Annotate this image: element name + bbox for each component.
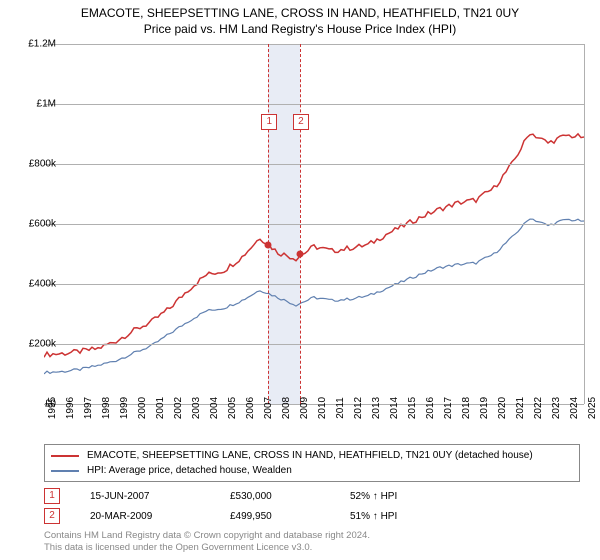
marker-dot (296, 251, 303, 258)
x-axis-label: 2025 (587, 397, 598, 419)
marker-number-box: 1 (261, 114, 277, 130)
y-axis-label: £1M (37, 99, 56, 110)
marker-dot (265, 242, 272, 249)
marker-vline (300, 44, 301, 404)
gridline-h (44, 344, 584, 345)
x-axis-label: 2012 (353, 397, 364, 419)
x-axis-label: 2015 (407, 397, 418, 419)
marker-number-box: 2 (293, 114, 309, 130)
sales-table: 1 15-JUN-2007 £530,000 52% ↑ HPI 2 20-MA… (44, 486, 470, 526)
sale-date: 15-JUN-2007 (90, 491, 230, 502)
x-axis-label: 2004 (209, 397, 220, 419)
x-axis-label: 1995 (47, 397, 58, 419)
sales-row: 1 15-JUN-2007 £530,000 52% ↑ HPI (44, 486, 470, 506)
sale-marker-1: 1 (44, 488, 60, 504)
sale-date: 20-MAR-2009 (90, 511, 230, 522)
x-axis-label: 2011 (335, 397, 346, 419)
sale-pct: 52% ↑ HPI (350, 491, 470, 502)
x-axis-label: 2001 (155, 397, 166, 419)
x-axis-label: 1998 (101, 397, 112, 419)
y-axis-label: £1.2M (28, 39, 56, 50)
x-axis-label: 2007 (263, 397, 274, 419)
gridline-h (44, 44, 584, 45)
x-axis-label: 2000 (137, 397, 148, 419)
sale-pct: 51% ↑ HPI (350, 511, 470, 522)
sales-row: 2 20-MAR-2009 £499,950 51% ↑ HPI (44, 506, 470, 526)
gridline-h (44, 224, 584, 225)
x-axis-label: 2010 (317, 397, 328, 419)
x-axis-label: 2002 (173, 397, 184, 419)
chart-container: EMACOTE, SHEEPSETTING LANE, CROSS IN HAN… (0, 0, 600, 560)
gridline-h (44, 164, 584, 165)
legend-row: HPI: Average price, detached house, Weal… (51, 463, 573, 478)
x-axis-label: 2020 (497, 397, 508, 419)
footer-line-1: Contains HM Land Registry data © Crown c… (44, 530, 370, 542)
x-axis-label: 2016 (425, 397, 436, 419)
x-axis-label: 2013 (371, 397, 382, 419)
gridline-h (44, 104, 584, 105)
x-axis-label: 1997 (83, 397, 94, 419)
x-axis-label: 2006 (245, 397, 256, 419)
x-axis-label: 2014 (389, 397, 400, 419)
footer-attribution: Contains HM Land Registry data © Crown c… (44, 530, 370, 554)
x-axis-label: 2021 (515, 397, 526, 419)
x-axis-label: 2018 (461, 397, 472, 419)
legend-swatch-property (51, 455, 79, 457)
x-axis-label: 2023 (551, 397, 562, 419)
plot-area: 12 (44, 44, 585, 404)
marker-vline (268, 44, 269, 404)
y-axis-label: £400k (29, 279, 56, 290)
x-axis-label: 2024 (569, 397, 580, 419)
legend-box: EMACOTE, SHEEPSETTING LANE, CROSS IN HAN… (44, 444, 580, 482)
gridline-h (44, 284, 584, 285)
sale-marker-2: 2 (44, 508, 60, 524)
legend-label-hpi: HPI: Average price, detached house, Weal… (87, 465, 292, 476)
x-axis-label: 2022 (533, 397, 544, 419)
x-axis-label: 1996 (65, 397, 76, 419)
series-line-hpi (44, 219, 584, 374)
x-axis-label: 2003 (191, 397, 202, 419)
sale-price: £499,950 (230, 511, 350, 522)
sale-price: £530,000 (230, 491, 350, 502)
x-axis-label: 2019 (479, 397, 490, 419)
x-axis-label: 1999 (119, 397, 130, 419)
legend-row: EMACOTE, SHEEPSETTING LANE, CROSS IN HAN… (51, 448, 573, 463)
x-axis-label: 2005 (227, 397, 238, 419)
x-axis-label: 2009 (299, 397, 310, 419)
y-axis-label: £200k (29, 339, 56, 350)
legend-label-property: EMACOTE, SHEEPSETTING LANE, CROSS IN HAN… (87, 450, 533, 461)
x-axis-label: 2008 (281, 397, 292, 419)
footer-line-2: This data is licensed under the Open Gov… (44, 542, 370, 554)
legend-swatch-hpi (51, 470, 79, 472)
x-axis-label: 2017 (443, 397, 454, 419)
chart-title-sub: Price paid vs. HM Land Registry's House … (0, 20, 600, 36)
y-axis-label: £800k (29, 159, 56, 170)
y-axis-label: £600k (29, 219, 56, 230)
chart-title-main: EMACOTE, SHEEPSETTING LANE, CROSS IN HAN… (0, 0, 600, 20)
